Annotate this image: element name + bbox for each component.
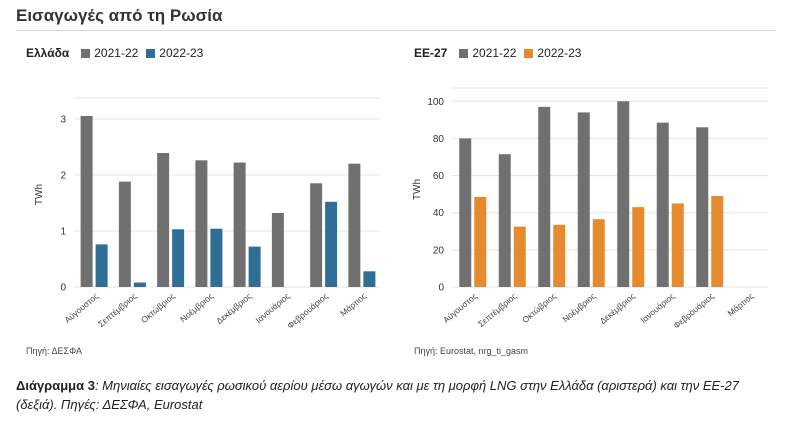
x-tick-label: Σεπτέμβριος: [476, 291, 519, 329]
caption-text: : Μηνιαίες εισαγωγές ρωσικού αερίου μέσω…: [16, 378, 739, 412]
legend-swatch-2021-22: [459, 48, 469, 58]
bar-2022-23: [553, 224, 566, 287]
bar-2021-22: [348, 163, 361, 287]
legend-region-label: Ελλάδα: [26, 46, 70, 60]
x-tick-label: Ιανουάριος: [638, 291, 676, 325]
y-tick-label: 100: [427, 97, 444, 108]
chart-source: Πηγή: ΔΕΣΦΑ: [26, 346, 83, 356]
x-tick-label: Μάρτιος: [726, 291, 756, 318]
x-tick-label: Δεκέμβριος: [214, 291, 253, 326]
bar-2021-22: [80, 116, 93, 287]
legend-label-2021-22: 2021-22: [94, 46, 139, 60]
legend-region-label: ΕΕ-27: [414, 46, 448, 60]
bar-2021-22: [696, 127, 709, 288]
y-tick-label: 2: [60, 170, 66, 181]
legend-label-2021-22: 2021-22: [472, 46, 517, 60]
bar-2022-23: [248, 246, 261, 287]
legend: Ελλάδα 2021-22 2022-23: [26, 46, 211, 60]
legend-swatch-2021-22: [81, 48, 91, 58]
bar-2022-23: [363, 271, 376, 287]
bar-2022-23: [325, 201, 338, 287]
chart-panel-eu27: 0 20 40 60 80 100 TWh Αύγουστος Σεπτέμβριος Οκτώβ…: [400, 40, 780, 366]
y-tick-label: 20: [433, 245, 445, 256]
x-tick-label: Οκτώβριος: [520, 291, 558, 325]
bar-2021-22: [157, 153, 170, 287]
bar-2021-22: [459, 138, 472, 287]
legend-swatch-2022-23: [146, 48, 156, 58]
bar-2022-23: [513, 226, 526, 287]
y-tick-label: 60: [433, 171, 445, 182]
page-title: Εισαγωγές από τη Ρωσία: [16, 6, 223, 25]
bar-2022-23: [671, 203, 684, 287]
x-tick-label: Οκτώβριος: [139, 291, 177, 325]
bar-2022-23: [172, 229, 185, 287]
y-tick-label: 40: [433, 208, 445, 219]
y-tick-label: 0: [438, 283, 444, 294]
bar-2022-23: [592, 219, 605, 287]
x-tick-label: Φεβρουάριος: [285, 291, 330, 331]
legend: ΕΕ-27 2021-22 2022-23: [414, 46, 589, 60]
y-tick-label: 0: [60, 283, 66, 294]
bar-2022-23: [210, 228, 223, 287]
bar-2022-23: [95, 244, 108, 287]
bar-2021-22: [577, 112, 590, 287]
legend-label-2022-23: 2022-23: [537, 46, 582, 60]
x-tick-label: Νοέμβριος: [560, 291, 597, 324]
bar-2022-23: [474, 196, 487, 287]
bar-2021-22: [195, 160, 208, 287]
bar-2022-23: [711, 196, 724, 287]
bar-2021-22: [656, 122, 669, 288]
x-tick-label: Δεκέμβριος: [598, 291, 637, 326]
chart-panel-greece: 0 1 2 3 TWh Αύγουστος Σεπτέμβριος Οκτώβριος Νοέμ…: [12, 40, 392, 366]
bar-2021-22: [498, 154, 511, 287]
bar-2021-22: [538, 106, 551, 287]
y-axis-label: TWh: [34, 184, 45, 205]
bar-2021-22: [617, 101, 630, 288]
x-tick-label: Ιανουάριος: [254, 291, 292, 325]
x-tick-label: Σεπτέμβριος: [96, 291, 139, 329]
bar-2021-22: [310, 183, 323, 287]
x-tick-label: Αύγουστος: [62, 291, 100, 325]
x-tick-label: Αύγουστος: [441, 291, 479, 325]
caption-lead: Διάγραμμα 3: [16, 378, 95, 393]
x-tick-label: Μάρτιος: [338, 291, 368, 318]
bar-2021-22: [233, 162, 246, 287]
y-axis-label: TWh: [412, 179, 423, 200]
bar-2021-22: [118, 181, 131, 287]
x-tick-label: Φεβρουάριος: [671, 291, 716, 331]
bar-2021-22: [271, 213, 284, 287]
chart-source: Πηγή: Eurostat, nrg_ti_gasm: [414, 346, 529, 356]
bar-2022-23: [133, 282, 146, 287]
legend-swatch-2022-23: [524, 48, 534, 58]
bar-2022-23: [632, 207, 645, 287]
x-tick-label: Νοέμβριος: [178, 291, 215, 324]
y-tick-label: 1: [60, 226, 66, 237]
title-divider: [16, 30, 776, 31]
legend-label-2022-23: 2022-23: [159, 46, 204, 60]
figure-caption: Διάγραμμα 3: Μηνιαίες εισαγωγές ρωσικού …: [16, 376, 776, 414]
y-tick-label: 80: [433, 134, 445, 145]
y-tick-label: 3: [60, 114, 66, 125]
